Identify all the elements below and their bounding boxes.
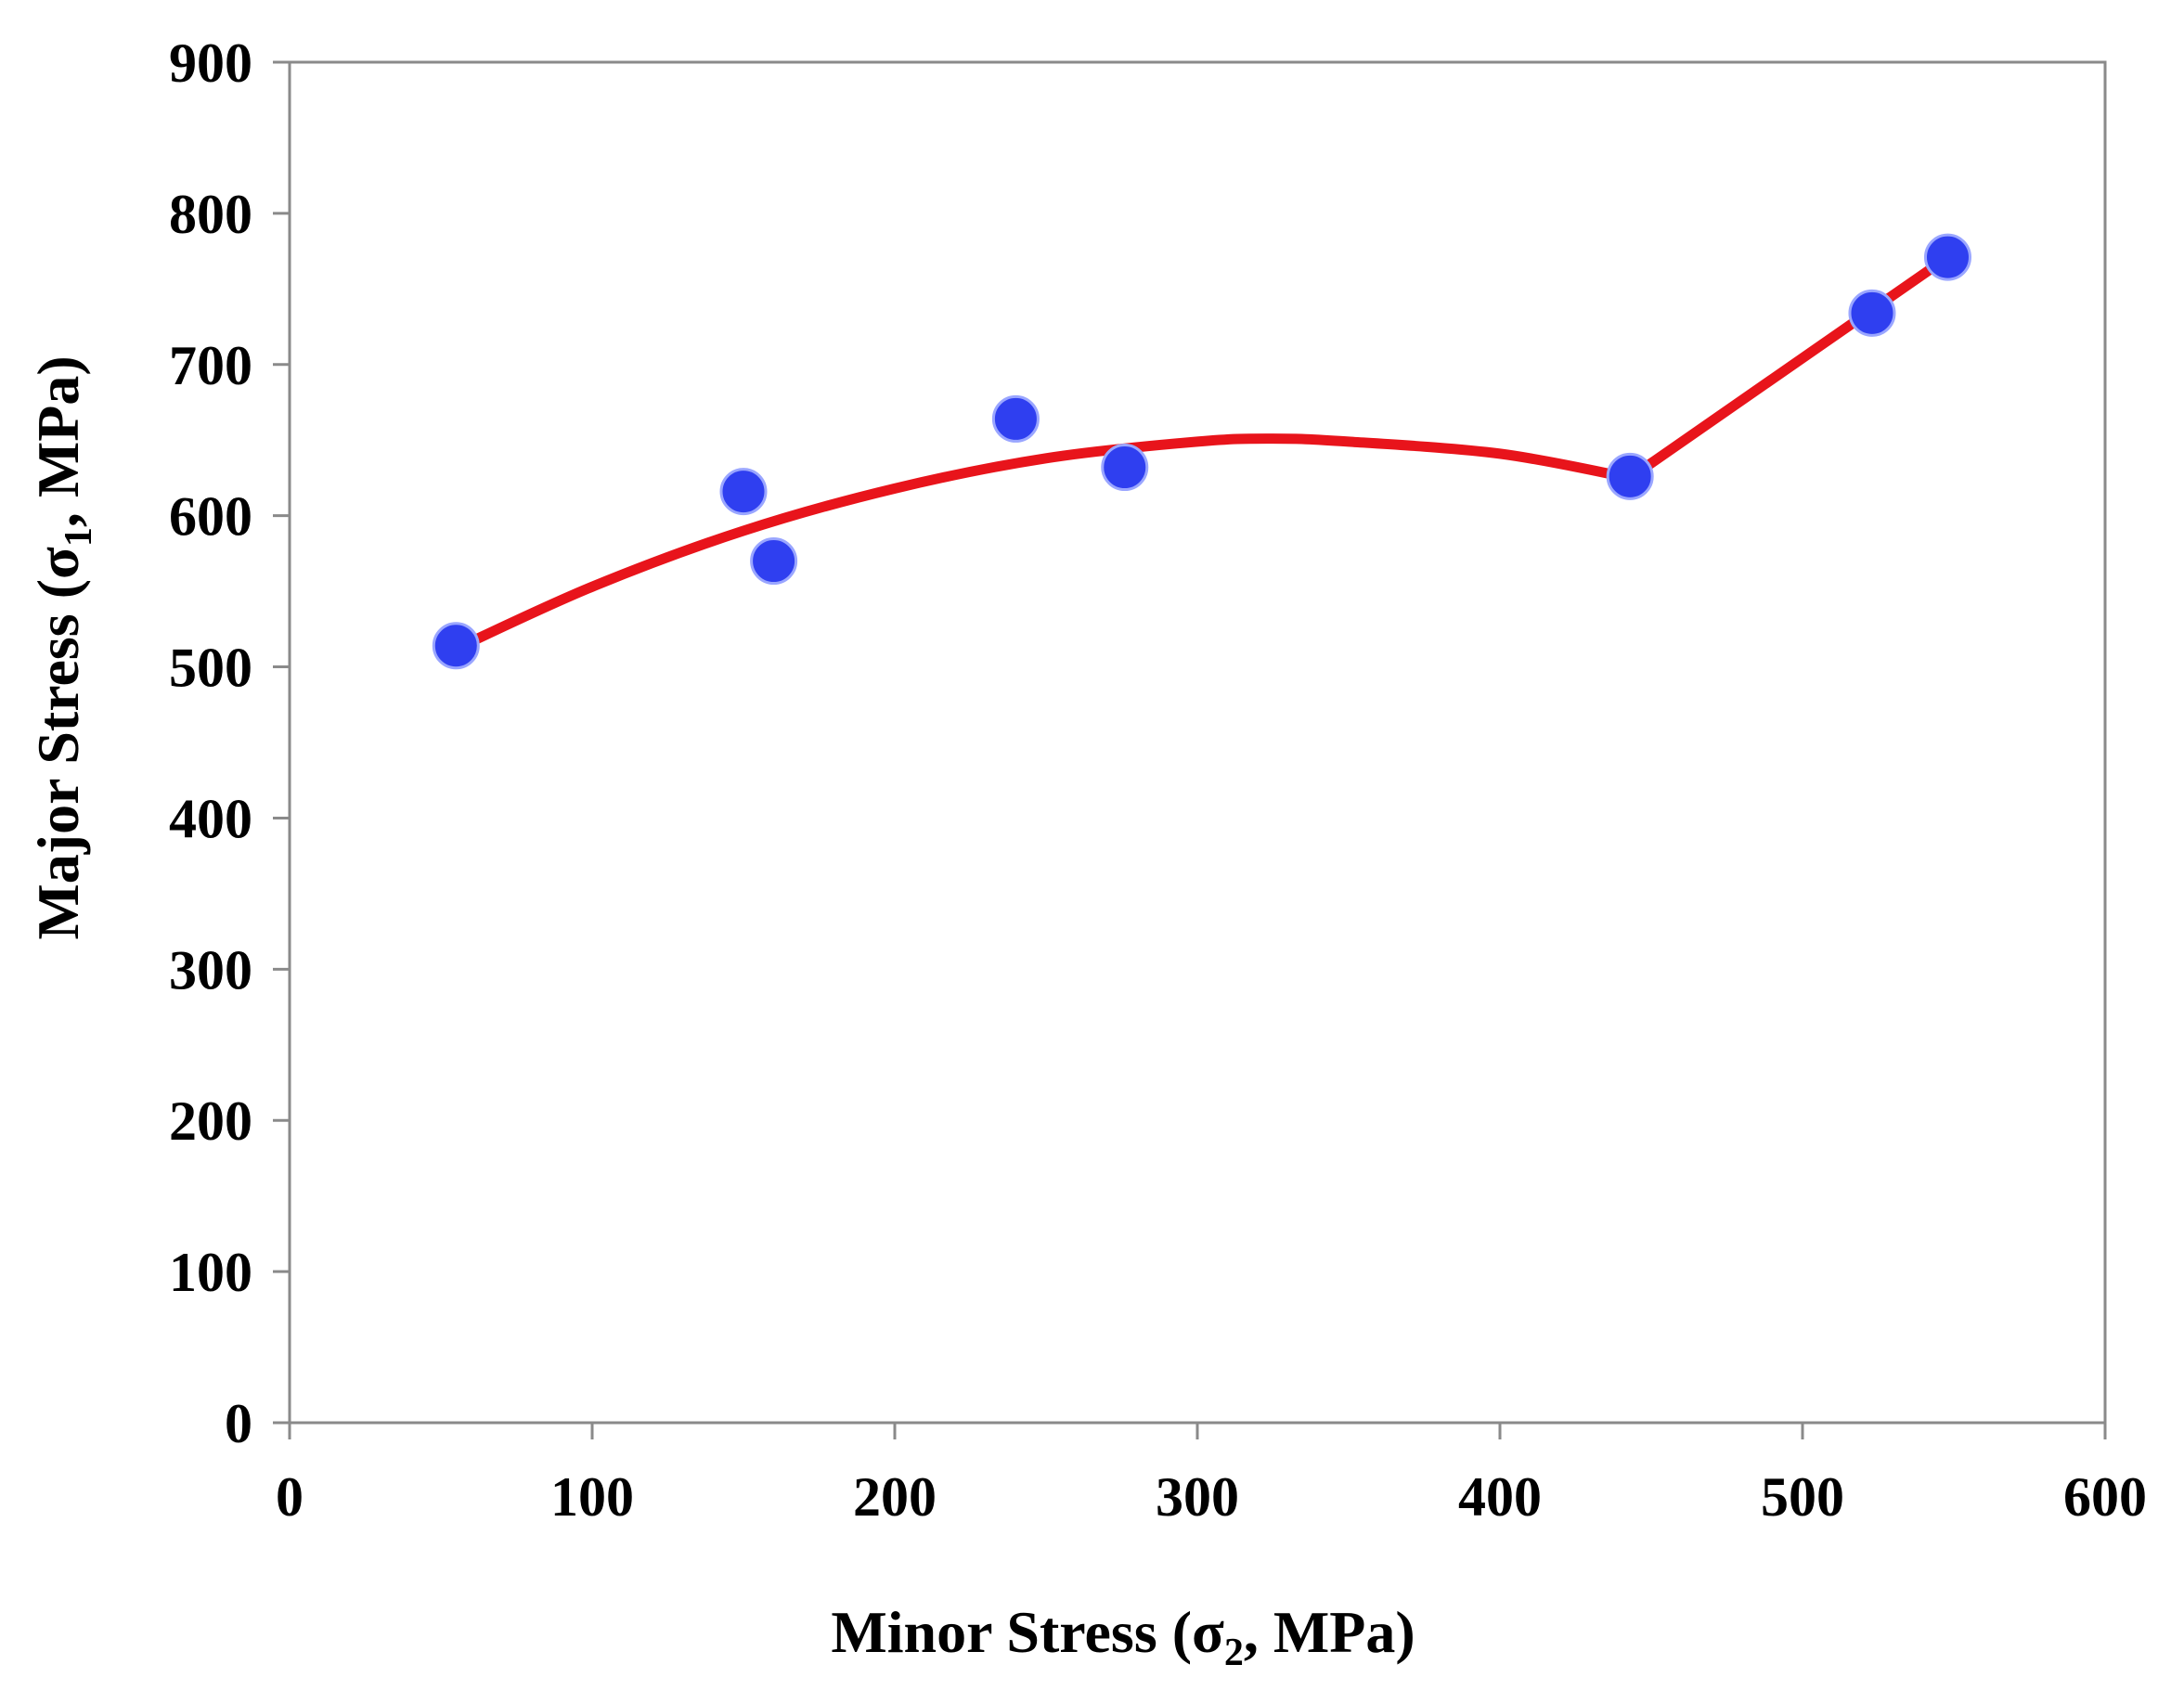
data-point xyxy=(1606,452,1654,500)
y-tick-label: 600 xyxy=(169,486,252,548)
y-axis-title: Major Stress (σ1, MPa) xyxy=(25,355,100,939)
y-tick-label: 400 xyxy=(169,788,252,849)
plot-area-frame xyxy=(288,60,2107,1425)
fit-line-2 xyxy=(1624,252,1953,484)
x-tick-label: 500 xyxy=(1761,1466,1844,1528)
x-tick-label: 300 xyxy=(1156,1466,1239,1528)
data-point xyxy=(719,468,768,516)
x-tick-label: 600 xyxy=(2063,1466,2147,1528)
y-tick-label: 900 xyxy=(169,32,252,94)
x-tick-label: 0 xyxy=(276,1466,304,1528)
data-points xyxy=(432,233,1971,670)
y-tick-label: 700 xyxy=(169,335,252,396)
y-tick-label: 300 xyxy=(169,939,252,1000)
y-tick-label: 0 xyxy=(225,1393,252,1454)
data-point xyxy=(991,394,1040,443)
x-tick-label: 200 xyxy=(853,1466,937,1528)
data-point xyxy=(1101,444,1149,492)
y-tick-label: 100 xyxy=(169,1242,252,1303)
x-tick-label: 400 xyxy=(1458,1466,1542,1528)
x-axis-title: Minor Stress (σ2, MPa) xyxy=(831,1599,1415,1674)
data-point xyxy=(750,537,798,586)
y-tick-label: 800 xyxy=(169,184,252,245)
data-point xyxy=(1923,233,1971,281)
data-point xyxy=(432,622,480,670)
x-ticks: 0 100 200 300 400 500 600 xyxy=(276,1423,2147,1528)
y-tick-label: 500 xyxy=(169,638,252,699)
fit-lines xyxy=(450,252,1953,654)
data-point xyxy=(1848,289,1896,337)
x-tick-label: 100 xyxy=(550,1466,634,1528)
axes xyxy=(288,60,2107,1425)
y-ticks: 0 100 200 300 400 500 600 700 800 900 xyxy=(169,32,290,1454)
fit-line-1 xyxy=(450,433,1635,654)
y-tick-label: 200 xyxy=(169,1090,252,1152)
